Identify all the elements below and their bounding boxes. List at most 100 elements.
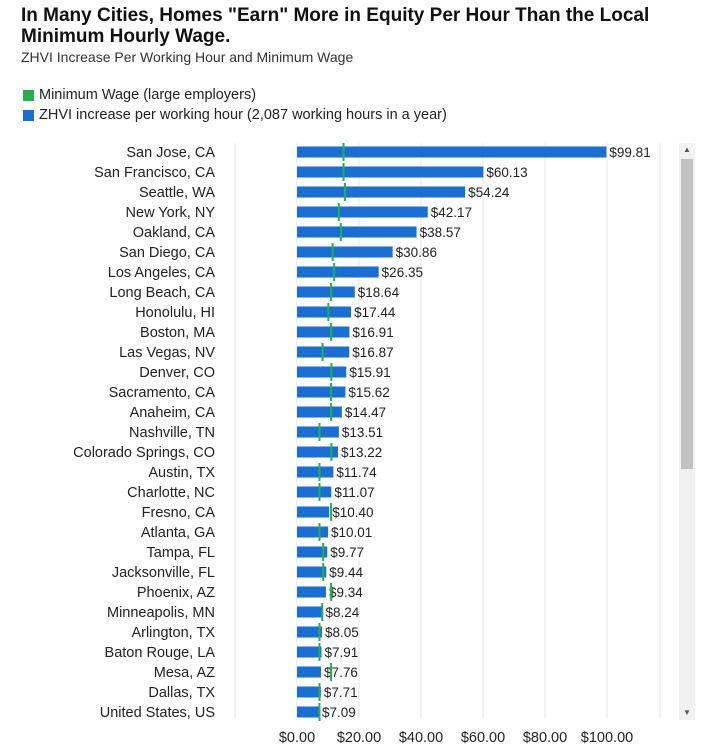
legend-label-min-wage: Minimum Wage (large employers) [39, 87, 257, 103]
category-label: Oakland, CA [133, 225, 216, 241]
bar-value-label: $11.74 [336, 465, 377, 480]
bar-value-label: $60.13 [486, 165, 527, 180]
bar [297, 646, 322, 658]
bar-value-label: $9.77 [330, 545, 364, 560]
category-label: Nashville, TN [129, 425, 215, 441]
bar-value-label: $8.05 [325, 625, 359, 640]
scroll-thumb[interactable] [681, 159, 693, 469]
category-label: Jacksonville, FL [112, 565, 215, 581]
category-label: Arlington, TX [131, 625, 215, 641]
category-label: San Diego, CA [119, 245, 215, 261]
bar [297, 146, 607, 158]
bar [297, 166, 484, 178]
category-label: Los Angeles, CA [108, 265, 216, 281]
bar-value-label: $10.01 [331, 525, 372, 540]
category-label: Austin, TX [148, 465, 215, 481]
category-label: Denver, CO [139, 365, 215, 381]
legend-label-zhvi: ZHVI increase per working hour (2,087 wo… [39, 107, 447, 123]
x-tick-label: $60.00 [461, 730, 505, 746]
bar-value-label: $30.86 [396, 245, 437, 260]
bar [297, 306, 352, 318]
bar [297, 286, 355, 298]
bar [297, 366, 347, 378]
bar-value-label: $7.76 [324, 665, 358, 680]
bar [297, 506, 330, 518]
bar-chart: $0.00 $20.00 $40.00 $60.00 $80.00 $100.00 San … [73, 143, 661, 746]
bar [297, 266, 379, 278]
category-label: Honolulu, HI [135, 305, 215, 321]
category-label: Atlanta, GA [141, 525, 215, 541]
category-label: United States, US [100, 705, 215, 721]
category-label: San Francisco, CA [94, 165, 215, 181]
bar-value-label: $99.81 [609, 145, 650, 160]
bar [297, 706, 319, 718]
legend-item-zhvi[interactable]: ZHVI increase per working hour (2,087 wo… [23, 105, 447, 125]
bar-value-label: $8.24 [326, 605, 360, 620]
bar-value-label: $14.47 [345, 405, 386, 420]
category-label: Charlotte, NC [127, 485, 215, 501]
category-label: Anaheim, CA [130, 405, 216, 421]
category-label: Dallas, TX [148, 685, 215, 701]
bar [297, 386, 346, 398]
bar [297, 326, 350, 338]
bar [297, 626, 322, 638]
vertical-scrollbar[interactable]: ▲ ▼ [679, 143, 695, 720]
category-label: Mesa, AZ [154, 665, 215, 681]
legend-item-min-wage[interactable]: Minimum Wage (large employers) [23, 85, 447, 105]
category-label: Colorado Springs, CO [73, 445, 215, 461]
bar [297, 486, 332, 498]
bar-value-label: $26.35 [382, 265, 423, 280]
category-label: Tampa, FL [147, 545, 216, 561]
bar [297, 546, 328, 558]
bar [297, 206, 428, 218]
category-label: San Jose, CA [126, 145, 215, 161]
bar-value-label: $13.22 [341, 445, 382, 460]
bar-value-label: $7.91 [325, 645, 359, 660]
bar-value-label: $18.64 [358, 285, 400, 300]
bar-value-label: $16.87 [352, 345, 393, 360]
chart-title: In Many Cities, Homes "Earn" More in Equ… [21, 5, 650, 47]
legend-swatch-min-wage [23, 89, 34, 101]
bar-value-label: $15.62 [348, 385, 389, 400]
category-label: Baton Rouge, LA [105, 645, 216, 661]
bar-value-label: $7.09 [322, 705, 356, 720]
category-label: Sacramento, CA [109, 385, 216, 401]
x-tick-label: $100.00 [581, 730, 633, 746]
bar [297, 526, 329, 538]
bar [297, 426, 339, 438]
category-label: Minneapolis, MN [107, 605, 215, 621]
category-label: Seattle, WA [139, 185, 215, 201]
bar [297, 446, 338, 458]
bar-value-label: $42.17 [431, 205, 472, 220]
bar [297, 466, 334, 478]
bar [297, 246, 393, 258]
bar [297, 566, 327, 578]
legend-swatch-zhvi [23, 109, 34, 121]
bar-value-label: $16.91 [352, 325, 393, 340]
bar [297, 586, 326, 598]
bar-value-label: $38.57 [420, 225, 461, 240]
chart-subtitle: ZHVI Increase Per Working Hour and Minim… [21, 49, 354, 65]
category-label: Phoenix, AZ [137, 585, 215, 601]
x-tick-label: $80.00 [523, 730, 567, 746]
bar [297, 606, 323, 618]
category-label: Boston, MA [140, 325, 215, 341]
category-label: Long Beach, CA [109, 285, 215, 301]
x-tick-label: $20.00 [337, 730, 381, 746]
bar [297, 666, 322, 678]
x-tick-label: $0.00 [279, 730, 315, 746]
bar [297, 686, 321, 698]
category-label: Las Vegas, NV [119, 345, 215, 361]
bar-value-label: $13.51 [342, 425, 383, 440]
bar-value-label: $11.07 [334, 485, 374, 500]
bar-value-label: $17.44 [354, 305, 396, 320]
category-label: New York, NY [126, 205, 216, 221]
category-label: Fresno, CA [142, 505, 216, 521]
scroll-up-icon[interactable]: ▲ [683, 145, 691, 154]
bar [297, 406, 342, 418]
chart-legend: Minimum Wage (large employers) ZHVI incr… [23, 85, 447, 125]
bar-value-label: $54.24 [468, 185, 510, 200]
bar-value-label: $15.91 [349, 365, 390, 380]
bar-value-label: $10.40 [332, 505, 373, 520]
scroll-down-icon[interactable]: ▼ [683, 708, 691, 717]
